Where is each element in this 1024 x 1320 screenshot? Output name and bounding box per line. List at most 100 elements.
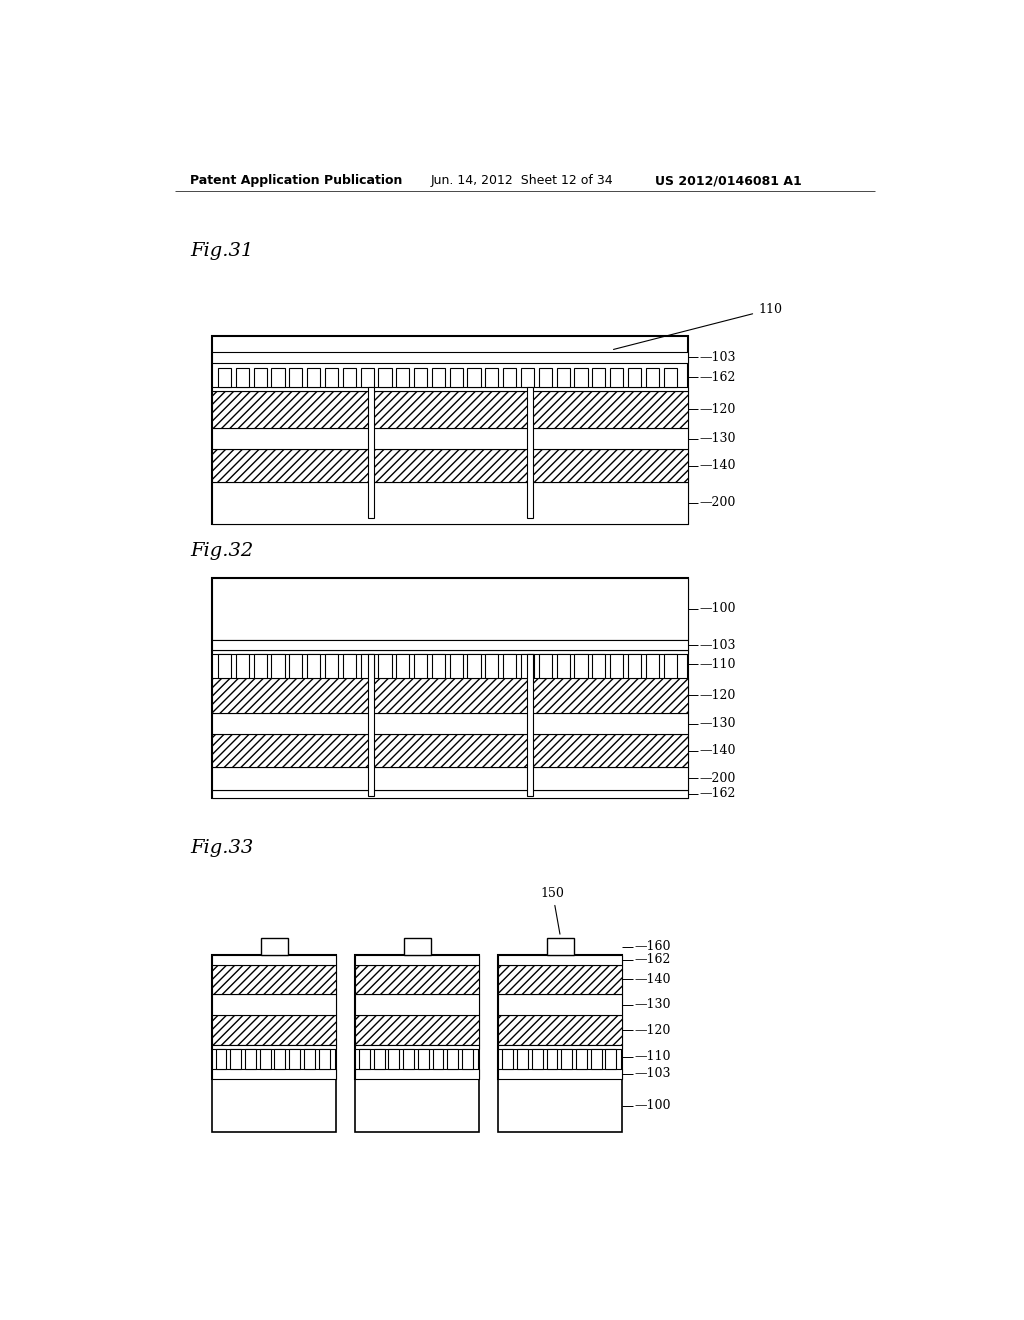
Bar — [503, 1048, 513, 1069]
Bar — [610, 655, 624, 678]
Bar — [289, 655, 302, 678]
Bar — [218, 655, 231, 678]
Bar — [396, 655, 410, 678]
Bar — [212, 678, 688, 713]
Bar — [355, 1044, 479, 1048]
Bar — [369, 655, 374, 796]
Bar — [432, 368, 445, 387]
Bar — [527, 387, 532, 517]
Text: Fig.31: Fig.31 — [190, 242, 253, 260]
Bar — [499, 1015, 623, 1044]
Bar — [450, 655, 463, 678]
Bar — [499, 956, 623, 1078]
Bar — [212, 1015, 336, 1044]
Bar — [212, 387, 688, 391]
Text: —162: —162 — [634, 953, 671, 966]
Bar — [575, 1048, 587, 1069]
Bar — [485, 368, 499, 387]
Bar — [403, 1048, 414, 1069]
Bar — [218, 368, 231, 387]
Text: —130: —130 — [700, 717, 736, 730]
Bar — [212, 956, 336, 965]
Bar — [212, 640, 688, 651]
Bar — [271, 368, 285, 387]
Bar — [254, 655, 266, 678]
Bar — [503, 655, 516, 678]
Bar — [628, 368, 641, 387]
Bar — [418, 1048, 429, 1069]
Bar — [605, 1048, 616, 1069]
Text: —100: —100 — [634, 1100, 671, 1111]
Bar — [414, 655, 427, 678]
Text: —110: —110 — [634, 1051, 671, 1064]
Bar — [499, 994, 623, 1015]
Bar — [664, 655, 677, 678]
Text: —120: —120 — [700, 403, 736, 416]
Bar — [212, 482, 688, 524]
Bar — [212, 391, 688, 428]
Bar — [664, 368, 677, 387]
Bar — [646, 655, 658, 678]
Bar — [355, 994, 479, 1015]
Bar — [325, 655, 338, 678]
Text: —100: —100 — [700, 602, 736, 615]
Bar — [212, 651, 688, 655]
Bar — [539, 655, 552, 678]
Bar — [378, 368, 391, 387]
Bar — [447, 1048, 458, 1069]
Text: —120: —120 — [700, 689, 736, 702]
Bar — [212, 1044, 336, 1048]
Bar — [355, 1015, 479, 1044]
Text: —200: —200 — [700, 772, 736, 785]
Bar — [592, 368, 605, 387]
Bar — [212, 713, 688, 734]
Bar — [369, 387, 374, 517]
Bar — [557, 368, 569, 387]
Bar — [531, 1048, 543, 1069]
Bar — [467, 368, 480, 387]
Bar — [307, 368, 321, 387]
Text: 110: 110 — [613, 302, 782, 350]
Bar — [212, 428, 688, 449]
Bar — [591, 1048, 601, 1069]
Bar — [212, 578, 688, 797]
Bar — [212, 789, 688, 797]
Text: —110: —110 — [700, 657, 736, 671]
Bar — [355, 1078, 479, 1133]
Text: —103: —103 — [634, 1068, 671, 1081]
Bar — [539, 368, 552, 387]
Bar — [521, 368, 535, 387]
Bar — [245, 1048, 256, 1069]
Bar — [260, 939, 288, 956]
Bar — [212, 965, 336, 994]
Text: —162: —162 — [700, 371, 736, 384]
Bar — [527, 655, 532, 796]
Bar — [325, 368, 338, 387]
Bar — [212, 956, 336, 1078]
Bar — [485, 655, 499, 678]
Text: —120: —120 — [634, 1023, 671, 1036]
Bar — [355, 1069, 479, 1078]
Text: —140: —140 — [700, 459, 736, 473]
Bar — [388, 1048, 399, 1069]
Bar — [628, 655, 641, 678]
Bar — [574, 368, 588, 387]
Bar — [561, 1048, 572, 1069]
Bar — [432, 655, 445, 678]
Bar — [521, 655, 535, 678]
Bar — [646, 368, 658, 387]
Text: Fig.32: Fig.32 — [190, 543, 253, 560]
Bar — [236, 368, 249, 387]
Bar — [574, 655, 588, 678]
Bar — [432, 1048, 443, 1069]
Bar — [359, 1048, 370, 1069]
Bar — [289, 1048, 300, 1069]
Bar — [212, 994, 336, 1015]
Bar — [304, 1048, 314, 1069]
Bar — [260, 1048, 270, 1069]
Bar — [414, 368, 427, 387]
Bar — [499, 956, 623, 965]
Text: —200: —200 — [700, 496, 736, 510]
Bar — [450, 368, 463, 387]
Text: —140: —140 — [634, 973, 671, 986]
